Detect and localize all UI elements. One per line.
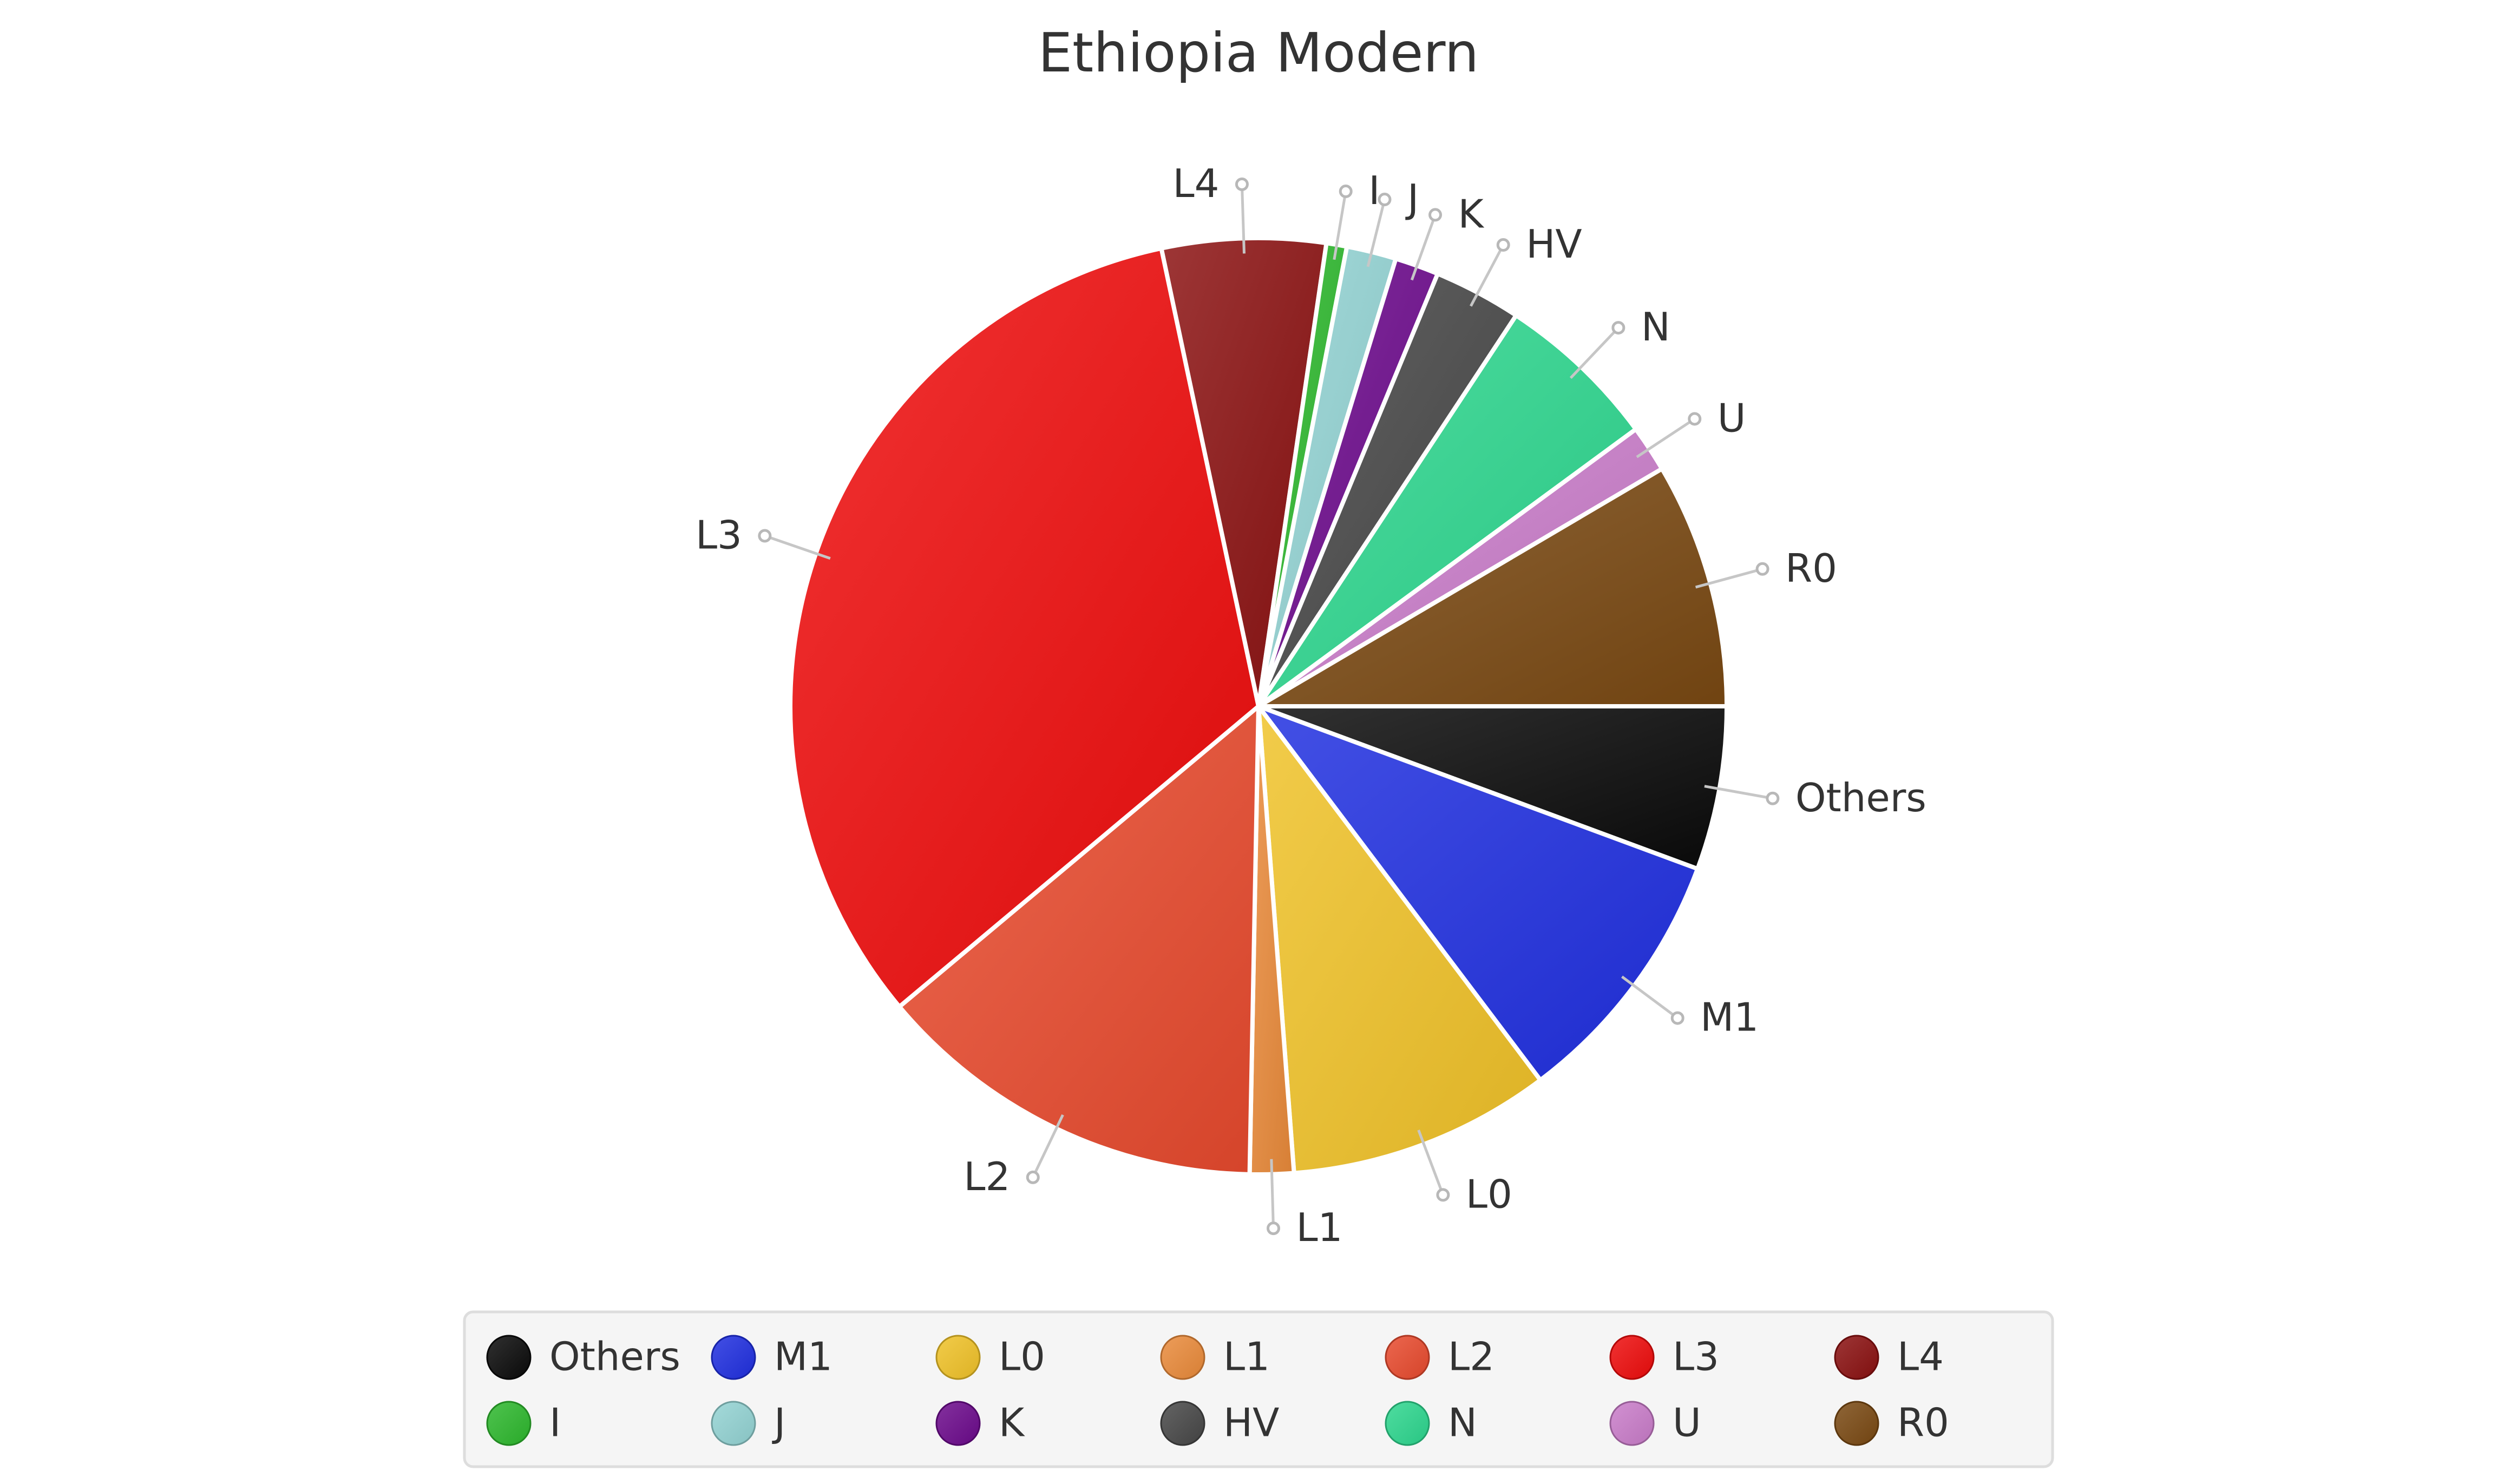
legend-label-l3: L3 [1673,1334,1719,1380]
legend-label-l1: L1 [1223,1334,1270,1380]
chart-title: Ethiopia Modern [1038,21,1479,84]
leader-dot-l2 [1026,1170,1040,1184]
legend-label-others: Others [549,1334,680,1380]
slice-label-n: N [1641,304,1670,350]
leader-dot-l4 [1235,177,1249,191]
legend-label-m1: M1 [774,1334,833,1380]
slice-label-l4: L4 [1173,161,1220,206]
leader-line-l4 [1240,184,1246,254]
legend-item-l3[interactable]: L3 [1609,1334,1719,1380]
legend-item-l4[interactable]: L4 [1834,1334,1944,1380]
leader-line-l0 [1417,1130,1445,1196]
leader-dot-l0 [1436,1188,1450,1202]
legend-label-l4: L4 [1897,1334,1944,1380]
leader-line-k [1410,214,1437,281]
leader-line-l2 [1032,1114,1064,1178]
leader-dot-n [1611,321,1625,335]
legend-swatch-u [1609,1401,1655,1446]
legend-swatch-j [711,1401,756,1446]
legend-swatch-l2 [1385,1335,1430,1380]
leader-dot-r0 [1755,562,1769,576]
leader-line-r0 [1695,567,1763,589]
legend-label-j: J [772,1400,785,1446]
leader-line-m1 [1621,975,1679,1020]
legend-label-r0: R0 [1897,1400,1949,1446]
legend-item-l0[interactable]: L0 [935,1334,1045,1380]
leader-line-i [1333,191,1347,260]
leader-dot-u [1688,412,1702,426]
slice-label-l0: L0 [1466,1171,1512,1217]
legend-swatch-m1 [711,1335,756,1380]
slice-label-m1: M1 [1700,995,1759,1040]
legend-box [463,1310,2054,1468]
legend-item-others[interactable]: Others [486,1334,680,1380]
slice-label-l2: L2 [963,1154,1010,1199]
leader-line-l1 [1270,1159,1275,1229]
leader-dot-l3 [758,529,772,543]
legend-swatch-hv [1160,1401,1205,1446]
leader-dot-others [1766,791,1780,805]
legend-label-n: N [1448,1400,1477,1446]
slice-label-i: I [1368,168,1380,213]
slice-label-l3: L3 [696,513,742,558]
legend-item-l1[interactable]: L1 [1160,1334,1270,1380]
leader-dot-hv [1496,238,1510,252]
legend-item-n[interactable]: N [1385,1400,1477,1446]
legend-item-l2[interactable]: L2 [1385,1334,1495,1380]
legend-swatch-k [935,1401,981,1446]
legend-swatch-n [1385,1401,1430,1446]
leader-dot-l1 [1267,1222,1280,1236]
slice-label-others: Others [1795,775,1926,820]
legend-item-i[interactable]: I [486,1400,561,1446]
legend: Others M1 L0 L1 L2 L3 L4 I J K HV N U R0 [463,1310,2054,1468]
leader-dot-j [1378,193,1392,207]
legend-item-m1[interactable]: M1 [711,1334,833,1380]
leader-line-l3 [764,534,831,560]
legend-item-u[interactable]: U [1609,1400,1701,1446]
slice-label-l1: L1 [1296,1205,1343,1250]
slice-label-hv: HV [1526,221,1582,267]
leader-line-hv [1470,244,1505,307]
leader-dot-k [1428,208,1443,222]
slice-label-k: K [1458,191,1485,237]
legend-item-j[interactable]: J [711,1400,785,1446]
legend-swatch-l3 [1609,1335,1655,1380]
legend-swatch-r0 [1834,1401,1879,1446]
legend-label-i: I [549,1400,561,1446]
leader-line-others [1704,785,1773,800]
leader-dot-m1 [1670,1011,1684,1025]
slice-label-u: U [1718,395,1746,441]
legend-label-u: U [1673,1400,1701,1446]
legend-label-l2: L2 [1448,1334,1495,1380]
slice-label-j: J [1405,176,1419,221]
legend-swatch-l0 [935,1335,981,1380]
legend-swatch-l1 [1160,1335,1205,1380]
legend-label-k: K [999,1400,1025,1446]
legend-item-hv[interactable]: HV [1160,1400,1279,1446]
legend-label-l0: L0 [999,1334,1045,1380]
leader-line-u [1636,417,1696,458]
leader-line-j [1366,199,1386,267]
leader-line-n [1569,326,1620,379]
legend-swatch-l4 [1834,1335,1879,1380]
pie-slices [788,236,1729,1177]
legend-swatch-i [486,1401,532,1446]
pie-labels: Others M1 L0 L1 L2 L3 L4 I J K HV N U R0 [696,161,1926,1250]
legend-item-r0[interactable]: R0 [1834,1400,1949,1446]
slice-label-r0: R0 [1785,546,1837,591]
legend-item-k[interactable]: K [935,1400,1025,1446]
legend-label-hv: HV [1223,1400,1279,1446]
legend-swatch-others [486,1335,532,1380]
leader-dot-i [1339,185,1353,199]
